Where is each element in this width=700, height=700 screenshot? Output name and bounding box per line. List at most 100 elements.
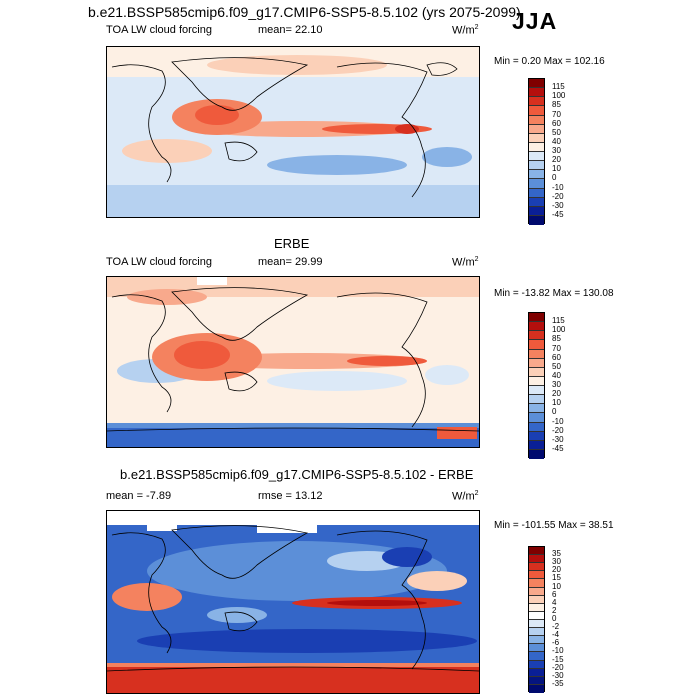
colorbar-swatch — [529, 636, 544, 645]
panel3-coastlines — [107, 525, 479, 672]
colorbar-swatch — [529, 358, 544, 368]
colorbar-tick-label: -30 — [552, 670, 564, 680]
colorbar-swatch — [529, 386, 544, 396]
colorbar-swatch — [529, 115, 544, 125]
colorbar-tick-label: 100 — [552, 325, 566, 335]
colorbar-tick-label: 40 — [552, 136, 561, 146]
panel1-coast-greenland — [426, 62, 458, 76]
colorbar-swatch — [529, 376, 544, 386]
panel1-coast-americas — [336, 62, 428, 198]
colorbar-tick-label: -35 — [552, 678, 564, 688]
panel1-colorbar — [528, 78, 545, 225]
colorbar-swatch — [529, 170, 544, 180]
colorbar-swatch — [529, 395, 544, 405]
panel2-units-text: W/m — [452, 256, 475, 269]
colorbar-tick-label: -10 — [552, 416, 564, 426]
colorbar-swatch — [529, 133, 544, 143]
panel2-mean-label: mean= 29.99 — [258, 256, 323, 268]
colorbar-swatch — [529, 161, 544, 171]
colorbar-tick-label: 30 — [552, 557, 561, 567]
colorbar-swatch — [529, 88, 544, 98]
panel3-coast-antarctica — [107, 666, 479, 672]
colorbar-tick-label: 70 — [552, 109, 561, 119]
panel3-coast-australia — [224, 611, 258, 632]
colorbar-swatch — [529, 449, 544, 459]
colorbar-tick-label: -45 — [552, 209, 564, 219]
panel2-map — [106, 276, 480, 448]
panel2-coast-australia — [224, 371, 258, 392]
colorbar-tick-label: 35 — [552, 549, 561, 559]
colorbar-swatch — [529, 142, 544, 152]
colorbar-tick-label: 85 — [552, 100, 561, 110]
colorbar-tick-label: -10 — [552, 646, 564, 656]
panel3-minmax: Min = -101.55 Max = 38.51 — [494, 520, 614, 531]
panel1-map-svg — [107, 47, 479, 217]
panel3-mean-label: mean = -7.89 — [106, 490, 172, 502]
panel1-arctic-patch — [207, 55, 387, 75]
colorbar-tick-label: 60 — [552, 118, 561, 128]
panel3-indian-ocean-light — [207, 607, 267, 623]
colorbar-tick-label: 10 — [552, 581, 561, 591]
colorbar-tick-label: 30 — [552, 380, 561, 389]
panel1-south-atlantic-low — [422, 147, 472, 167]
panel1-units-sup: 2 — [474, 24, 479, 31]
colorbar-swatch — [529, 97, 544, 107]
colorbar-swatch — [529, 322, 544, 332]
colorbar-tick-label: 6 — [552, 589, 557, 599]
colorbar-tick-label: 20 — [552, 565, 561, 575]
colorbar-tick-label: 10 — [552, 398, 561, 408]
colorbar-tick-label: -6 — [552, 638, 560, 648]
colorbar-tick-label: -45 — [552, 443, 564, 453]
colorbar-tick-label: 100 — [552, 91, 566, 101]
colorbar-tick-label: 40 — [552, 370, 561, 380]
colorbar-tick-label: 2 — [552, 605, 557, 615]
panel3-units-text: W/m — [452, 490, 475, 503]
colorbar-swatch — [529, 215, 544, 225]
colorbar-tick-label: 10 — [552, 164, 561, 174]
panel3-atlantic-positive — [407, 571, 467, 591]
panel1-coast-asia — [171, 57, 309, 111]
colorbar-swatch — [529, 313, 544, 323]
colorbar-swatch — [529, 668, 544, 677]
colorbar-swatch — [529, 340, 544, 350]
colorbar-tick-label: 115 — [552, 82, 565, 92]
panel2-antarctic-warm-patch — [437, 427, 477, 439]
panel3-colorbar — [528, 546, 545, 693]
colorbar-tick-label: 20 — [552, 389, 561, 399]
panel2-antarctic-band — [107, 427, 479, 447]
panel1-minmax: Min = 0.20 Max = 102.16 — [494, 56, 605, 67]
panel2-warmpool-core — [174, 341, 230, 369]
panel3-pacific-positive-core — [327, 600, 427, 606]
panel3-antarctic-edge — [107, 663, 479, 667]
colorbar-tick-label: 50 — [552, 361, 561, 371]
panel1-africa-patch — [122, 139, 212, 163]
panel2-units-sup: 2 — [474, 256, 479, 263]
colorbar-swatch — [529, 413, 544, 423]
panel2-south-pacific-low — [267, 371, 407, 391]
colorbar-swatch — [529, 431, 544, 441]
colorbar-tick-label: -10 — [552, 182, 564, 192]
colorbar-tick-label: -2 — [552, 622, 560, 632]
colorbar-swatch — [529, 188, 544, 198]
panel1-coast-australia — [224, 141, 258, 162]
panel1-coast-africa-europe — [111, 64, 172, 183]
panel1-coastlines — [111, 57, 458, 198]
panel1-units: W/m2 — [452, 24, 479, 37]
colorbar-swatch — [529, 619, 544, 629]
colorbar-swatch — [529, 440, 544, 450]
colorbar-swatch — [529, 79, 544, 89]
panel2-coast-antarctica — [107, 427, 479, 432]
panel3-title: b.e21.BSSP585cmip6.f09_g17.CMIP6-SSP5-8.… — [120, 467, 474, 482]
colorbar-tick-label: 0 — [552, 614, 557, 623]
colorbar-swatch — [529, 652, 544, 661]
panel2-coast-americas — [336, 292, 428, 428]
panel2-coastlines — [107, 287, 479, 432]
colorbar-tick-label: 115 — [552, 316, 565, 326]
colorbar-tick-label: -30 — [552, 434, 564, 444]
panel1-warmpool-core — [195, 105, 239, 125]
panel3-coast-asia — [171, 525, 309, 579]
panel2-coast-asia — [171, 287, 309, 341]
colorbar-tick-label: -20 — [552, 662, 564, 672]
colorbar-swatch — [529, 603, 544, 612]
colorbar-swatch — [529, 579, 544, 588]
